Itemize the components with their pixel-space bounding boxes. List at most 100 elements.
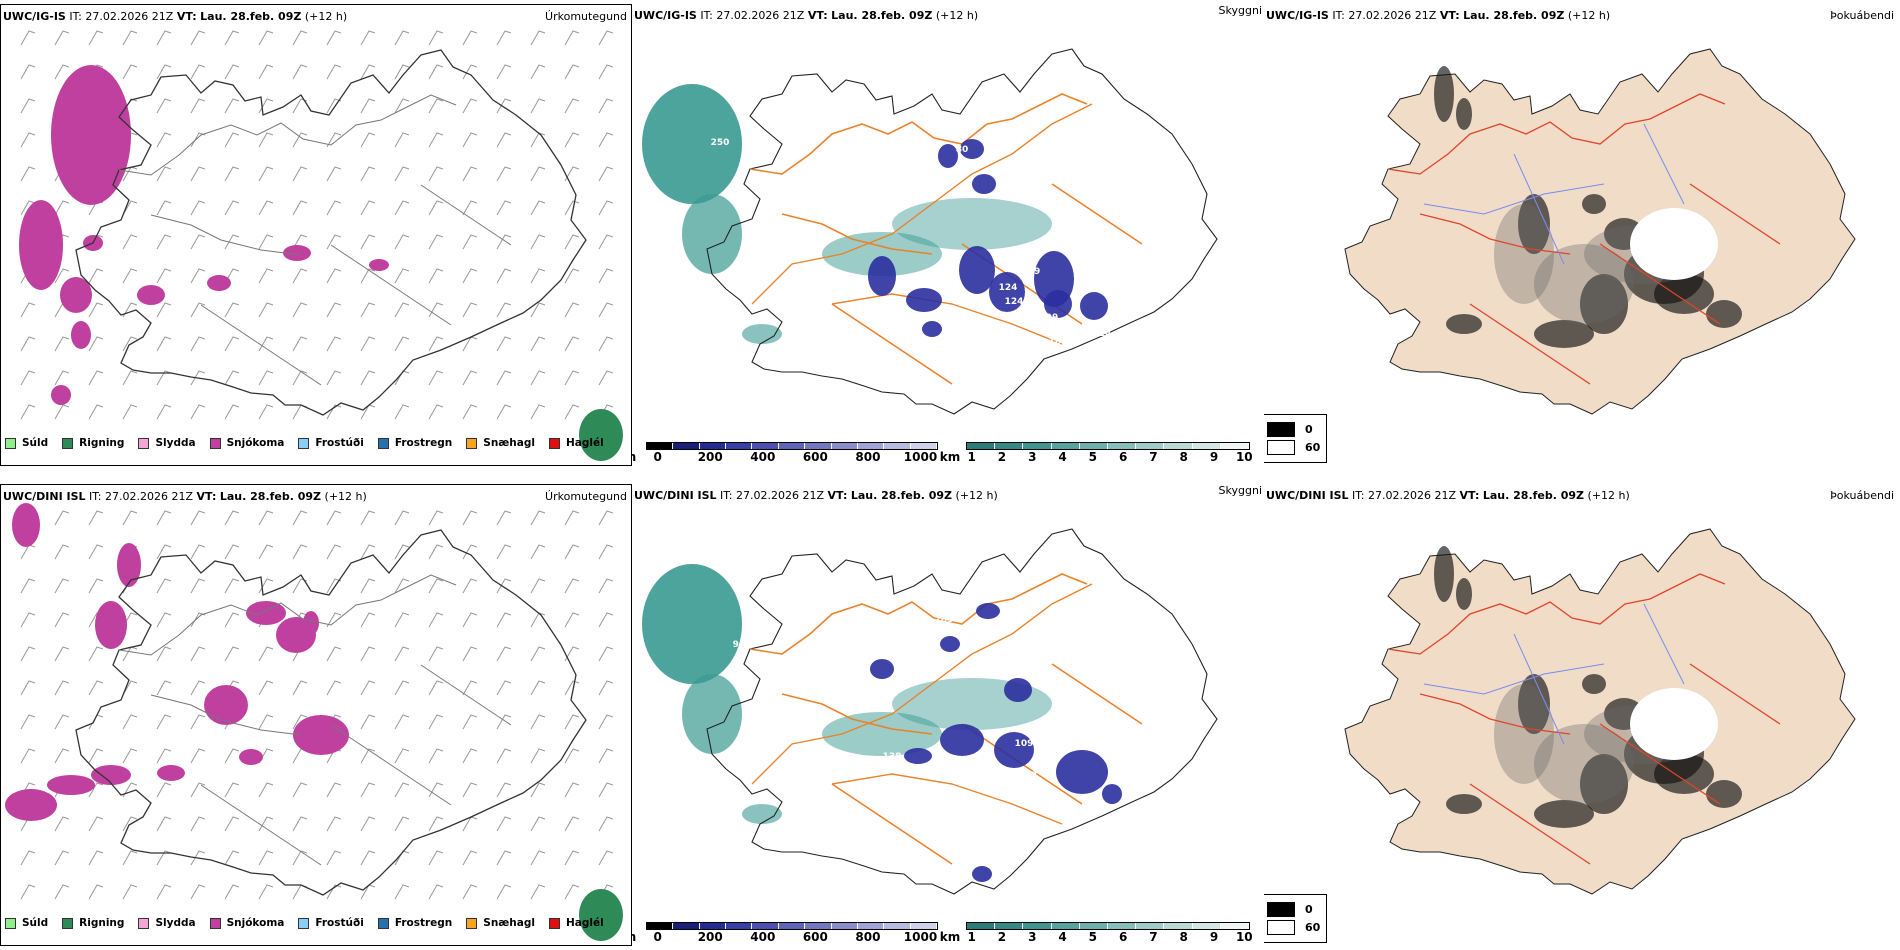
fog-legend-swatch (1267, 902, 1295, 917)
colorbar-unit: km (939, 450, 961, 464)
legend-swatch (466, 917, 478, 929)
snow-area (137, 285, 165, 305)
low-visibility-area (642, 84, 742, 204)
fog-map[interactable] (1264, 4, 1900, 466)
cloud-base-area (1044, 290, 1072, 318)
cloud-base-area (1080, 292, 1108, 320)
cloud-base-area (906, 288, 942, 312)
snow-area (51, 385, 71, 405)
lead-time: (+12 h) (935, 9, 979, 22)
fog-area (1494, 684, 1554, 784)
cloud-base-colorbar: m 0 200 400 600 800 1000 (632, 442, 938, 464)
cloud-base-value: 250 (711, 138, 730, 148)
precip-type-map[interactable] (1, 5, 632, 466)
fog-area (1582, 194, 1606, 214)
it-label: IT: (1352, 489, 1365, 502)
fog-legend-label: 60 (1305, 921, 1321, 934)
fog-area (1456, 98, 1472, 130)
colorbar-tick: 9 (1209, 930, 1219, 944)
legend-item-snæhagl: Snæhagl (466, 917, 535, 929)
fog-area (1534, 800, 1594, 828)
vt-label: VT: (827, 489, 848, 502)
iceland-landmass (1344, 48, 1856, 415)
iceland-coastline (75, 529, 587, 896)
lead-time: (+12 h) (955, 489, 998, 502)
legend-swatch (298, 437, 310, 449)
low-visibility-area (682, 674, 742, 754)
legend-swatch (377, 437, 389, 449)
cloud-base-value: 110 (837, 273, 856, 283)
legend-label: Snjókoma (226, 917, 285, 929)
legend-label: Frostregn (394, 437, 453, 449)
legend-swatch (62, 917, 74, 929)
panel-type-label: Úrkomutegund (545, 10, 627, 23)
legend-swatch (138, 917, 150, 929)
vt-value: Lau. 28.feb. 09Z (850, 489, 953, 502)
cloud-base-value: 42 (834, 327, 847, 337)
iceland-landmass (1344, 528, 1856, 895)
panel-type-label: Skyggni (1218, 4, 1262, 17)
colorbar-tick: 800 (855, 930, 881, 944)
fog-legend-swatch (1267, 440, 1295, 455)
fog-area (1580, 754, 1628, 814)
cloud-base-area (868, 256, 896, 296)
fog-area (1580, 274, 1628, 334)
ice-cap (1630, 208, 1718, 280)
run-title: UWC/DINI ISL IT: 27.02.2026 21Z VT: Lau.… (1266, 489, 1630, 502)
legend-label: Frostúði (315, 917, 364, 929)
fog-area (1706, 300, 1742, 328)
precip-type-panel: UWC/IG-IS IT: 27.02.2026 21Z VT: Lau. 28… (0, 4, 632, 466)
colorbar-tick: 2 (997, 930, 1007, 944)
it-value: 27.02.2026 21Z (1368, 489, 1457, 502)
legend-item-rigning: Rigning (62, 917, 124, 929)
colorbar-tick: 3 (1028, 930, 1037, 944)
cloud-base-area (1004, 678, 1032, 702)
fog-area (1654, 754, 1714, 794)
colorbar-tick: 10 (1235, 450, 1253, 464)
vt-label: VT: (1459, 489, 1480, 502)
vt-label: VT: (176, 10, 197, 23)
cloud-base-area (1056, 750, 1108, 794)
fog-area (1518, 674, 1550, 734)
colorbar-tick: 8 (1179, 930, 1188, 944)
legend-label: Haglél (565, 917, 604, 929)
low-visibility-area (742, 804, 782, 824)
colorbar-tick: 1 (967, 450, 976, 464)
legend-item-haglél: Haglél (548, 437, 604, 449)
legend-swatch (548, 917, 560, 929)
cloud-base-value: 205 (935, 625, 954, 635)
legend-item-súld: Súld (5, 437, 48, 449)
fog-area (1582, 674, 1606, 694)
cloud-base-value: 283 (935, 615, 954, 625)
legend-swatch (209, 437, 221, 449)
colorbar-gradient (966, 442, 1250, 450)
fog-area (1494, 204, 1554, 304)
fog-legend-item: 0 (1267, 422, 1320, 437)
colorbar-unit: m (632, 930, 636, 944)
vt-label: VT: (807, 9, 828, 22)
fog-map[interactable] (1264, 484, 1900, 946)
vt-label: VT: (196, 490, 217, 503)
snow-area (91, 765, 131, 785)
fog-area (1534, 244, 1634, 324)
river-network (1423, 123, 1685, 265)
colorbar-tick: 4 (1058, 450, 1067, 464)
vt-value: Lau. 28.feb. 09Z (1463, 9, 1565, 22)
snow-area (303, 611, 319, 635)
fog-area (1456, 578, 1472, 610)
precip-type-map[interactable] (1, 485, 632, 946)
cloud-base-area (972, 866, 992, 882)
it-label: IT: (89, 490, 102, 503)
it-label: IT: (700, 9, 713, 22)
snow-area (5, 789, 57, 821)
colorbar-tick: 1 (967, 930, 976, 944)
vt-value: Lau. 28.feb. 09Z (831, 9, 933, 22)
colorbar-tick: 800 (855, 450, 881, 464)
legend-swatch (298, 917, 310, 929)
colorbar-tick: 6 (1118, 450, 1128, 464)
cloud-base-area (959, 246, 995, 294)
colorbar-tick: 8 (1179, 450, 1188, 464)
cloud-base-value: 137 (1019, 771, 1038, 781)
